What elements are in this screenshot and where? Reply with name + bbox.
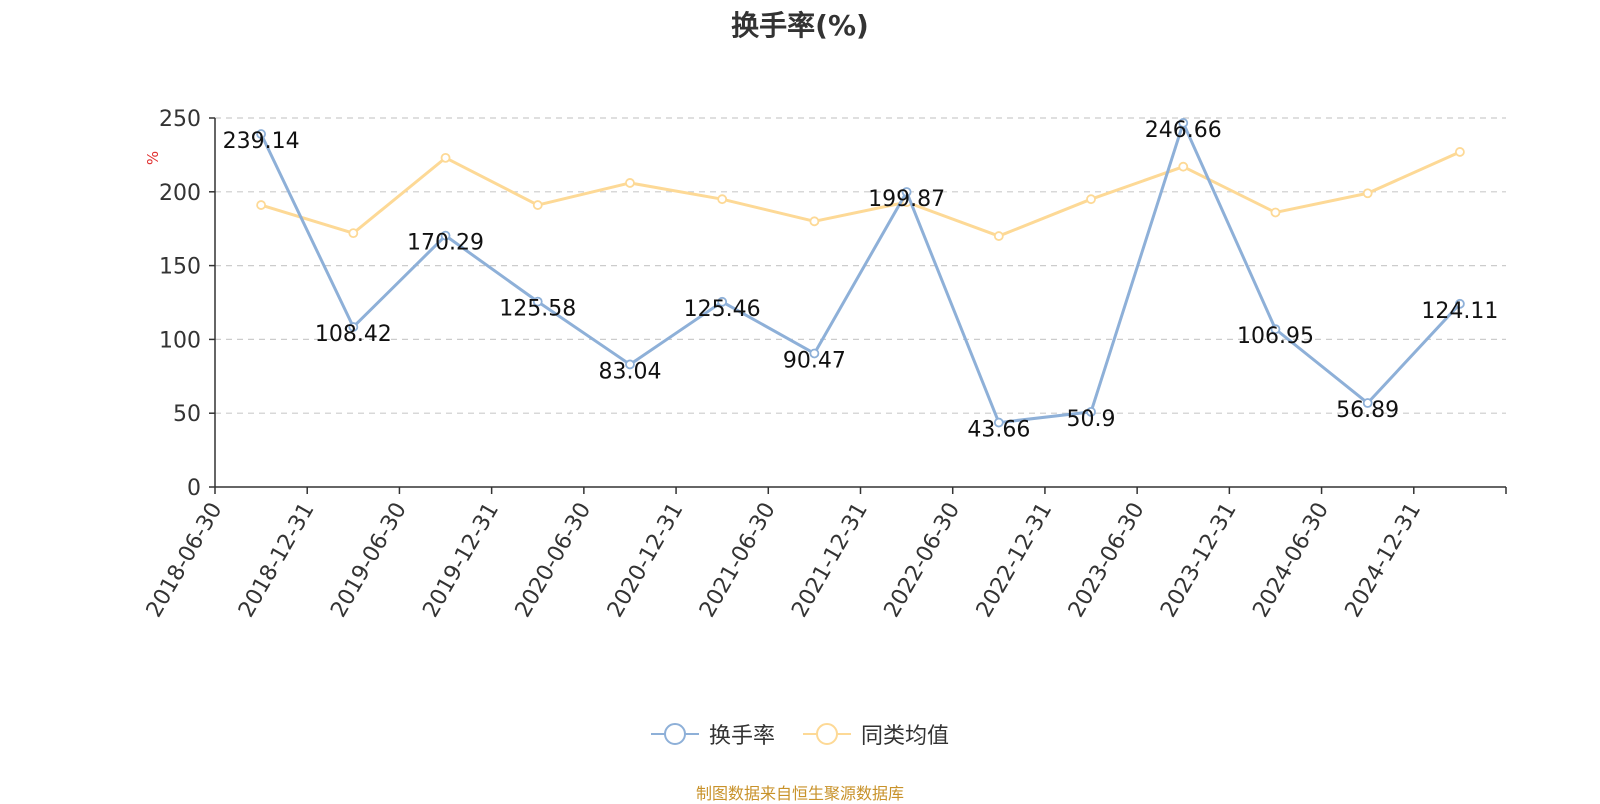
data-point-series-2 xyxy=(1454,147,1465,157)
data-point-series-1 xyxy=(993,417,1004,428)
x-tick-label: 2022-12-31 xyxy=(972,499,1058,622)
legend-item-series-1[interactable]: 换手率 xyxy=(650,718,775,750)
data-point-series-2 xyxy=(1270,207,1281,218)
x-tick-label: 2018-12-31 xyxy=(234,499,320,622)
x-tick-label: 2024-06-30 xyxy=(1248,499,1334,622)
legend-item-series-2[interactable]: 同类均值 xyxy=(803,718,949,750)
y-tick-label: 100 xyxy=(159,328,201,353)
data-label: 239.14 xyxy=(223,129,300,154)
legend: 换手率 同类均值 xyxy=(0,718,1600,750)
y-tick-label: 50 xyxy=(173,402,201,427)
y-tick-label: 250 xyxy=(159,107,201,132)
x-tick-label: 2023-12-31 xyxy=(1156,499,1242,622)
series-line-1 xyxy=(259,121,1461,425)
x-tick-label: 2020-06-30 xyxy=(511,499,597,622)
data-point-series-1 xyxy=(901,187,912,197)
legend-line-circle-icon xyxy=(650,722,699,746)
data-label: 124.11 xyxy=(1421,299,1498,324)
y-tick-label: 200 xyxy=(159,181,201,206)
data-labels: 239.14 108.42 170.29 125.58 83.04 125.46 90.47… xyxy=(223,118,1499,443)
data-label: 108.42 xyxy=(315,322,392,347)
x-tick-label: 2019-12-31 xyxy=(418,498,504,621)
x-tick-label: 2024-12-31 xyxy=(1341,499,1427,622)
data-point-series-2 xyxy=(532,200,543,210)
data-point-series-1 xyxy=(348,322,359,332)
data-point-series-1 xyxy=(1178,118,1189,128)
data-point-series-2 xyxy=(993,231,1004,241)
data-point-series-1 xyxy=(532,296,543,307)
y-tick-label: 150 xyxy=(159,255,201,280)
data-label: 170.29 xyxy=(407,231,484,256)
data-point-series-1 xyxy=(1270,324,1281,335)
x-tick-label: 2019-06-30 xyxy=(326,499,412,622)
data-label: 50.9 xyxy=(1067,407,1116,432)
data-label: 125.46 xyxy=(684,297,761,322)
data-point-series-2 xyxy=(717,194,728,205)
data-point-series-2 xyxy=(1086,194,1096,205)
data-label: 106.95 xyxy=(1237,324,1314,349)
data-point-series-2 xyxy=(1178,161,1189,172)
data-point-series-1 xyxy=(625,359,635,370)
data-point-series-1 xyxy=(256,129,267,139)
data-label: 43.66 xyxy=(967,418,1030,443)
data-point-series-1 xyxy=(1362,398,1373,408)
x-tick-label: 2023-06-30 xyxy=(1064,499,1150,622)
data-label: 90.47 xyxy=(783,348,846,373)
data-point-series-2 xyxy=(256,200,267,210)
data-point-series-2 xyxy=(1362,188,1373,199)
x-tick-label: 2018-06-30 xyxy=(142,499,228,622)
x-tick-label: 2022-06-30 xyxy=(880,499,966,622)
series-lines xyxy=(256,118,1465,428)
legend-label-series-1: 换手率 xyxy=(708,724,775,749)
data-point-series-1 xyxy=(1454,298,1465,309)
x-tick-label: 2021-12-31 xyxy=(787,499,873,622)
x-tick-label: 2020-12-31 xyxy=(603,499,689,622)
y-tick-label: 0 xyxy=(187,476,201,501)
grid-lines xyxy=(215,117,1506,414)
data-point-series-2 xyxy=(625,178,635,188)
y-axis-unit-label: % xyxy=(144,151,162,165)
data-label: 125.58 xyxy=(499,297,576,322)
data-label: 83.04 xyxy=(598,359,661,384)
data-point-series-1 xyxy=(809,348,820,359)
legend-line-circle-icon xyxy=(803,722,851,746)
x-tick-label: 2021-06-30 xyxy=(695,499,781,622)
data-point-series-2 xyxy=(809,216,820,227)
data-point-series-2 xyxy=(440,152,451,163)
data-point-series-1 xyxy=(717,296,728,307)
data-point-series-2 xyxy=(348,228,359,239)
data-label: 199.87 xyxy=(868,187,945,212)
data-point-series-1 xyxy=(440,230,451,241)
data-label: 246.66 xyxy=(1145,118,1222,143)
data-label: 56.89 xyxy=(1336,398,1399,423)
chart-title: 换手率(%) xyxy=(731,9,869,42)
legend-label-series-2: 同类均值 xyxy=(861,724,950,749)
series-line-2 xyxy=(260,150,1461,238)
source-note: 制图数据来自恒生聚源数据库 xyxy=(695,784,904,803)
data-point-series-1 xyxy=(1086,406,1096,417)
